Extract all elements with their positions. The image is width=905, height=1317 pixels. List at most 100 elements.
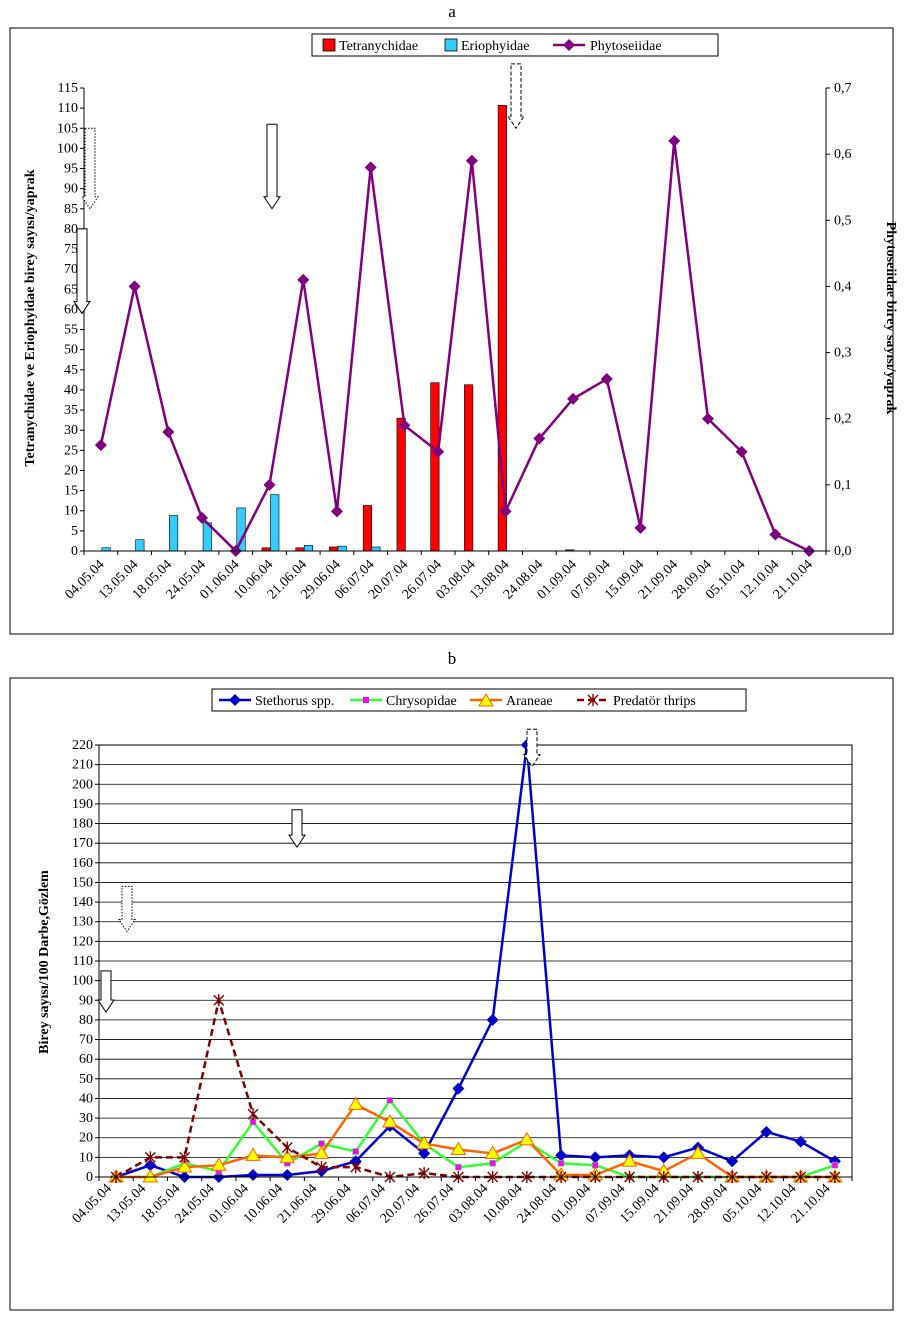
y-tick-label: 55 (64, 323, 78, 338)
y-tick-label: 200 (72, 777, 93, 792)
point-phytoseiidae (499, 505, 512, 518)
point-predat-r-thrips (281, 1141, 293, 1154)
y-tick-label: 170 (72, 836, 93, 851)
point-phytoseiidae (94, 439, 107, 452)
y-tick-label: 100 (57, 141, 78, 156)
point-chrysopidae (386, 1097, 394, 1104)
point-phytoseiidae (600, 373, 613, 386)
point-phytoseiidae (398, 419, 411, 432)
bar-eriophyidae (337, 545, 347, 552)
y-tick-label: 110 (73, 954, 93, 969)
legend-label-stethorus: Stethorus spp. (255, 694, 334, 709)
point-phytoseiidae (567, 392, 580, 405)
chart-a-legend-box (311, 33, 719, 57)
point-chrysopidae (455, 1163, 462, 1171)
y-tick-label: 115 (58, 81, 78, 96)
panel-a-label: a (448, 2, 456, 21)
point-stethorus-spp (760, 1125, 773, 1138)
y-tick-label: 80 (79, 1013, 93, 1028)
y-tick-label: 25 (64, 443, 78, 458)
legend-swatch-eriophyidae (444, 38, 458, 52)
y2-tick-label: 0,4 (834, 279, 852, 294)
y-tick-label: 95 (64, 162, 78, 177)
point-stethorus-spp (247, 1169, 260, 1182)
y2-tick-label: 0,2 (834, 412, 852, 427)
series-line-araneae (116, 1102, 835, 1179)
y-tick-label: 70 (79, 1033, 93, 1048)
annotation-arrow-dashed (507, 63, 525, 130)
bar-tetranychidae (430, 382, 440, 552)
y-tick-label: 0 (86, 1170, 93, 1185)
chart-b-x-ticks: 04.05.0413.05.0418.05.0424.05.0401.06.04… (70, 1181, 834, 1226)
annotation-arrow-solid (73, 228, 91, 315)
y-tick-label: 30 (64, 423, 78, 438)
series-line-phytoseiidae (99, 140, 810, 554)
y-tick-label: 140 (72, 895, 93, 910)
annotation-arrow-solid (288, 809, 306, 849)
y-tick-label: 35 (64, 403, 78, 418)
point-predat-r-thrips (144, 1151, 156, 1164)
point-phytoseiidae (533, 432, 546, 445)
chart-b: 0 10 20 30 40 50 60 70 80 90 100 110 120 130 140 150 160… (37, 688, 853, 1226)
bar-eriophyidae (303, 545, 314, 552)
chart-b-gridlines (98, 744, 853, 1178)
point-phytoseiidae (735, 445, 748, 458)
point-predat-r-thrips (315, 1161, 327, 1174)
y-tick-label: 120 (72, 934, 93, 949)
chart-a-gridlines (84, 88, 826, 551)
point-araneae (382, 1114, 398, 1128)
point-stethorus-spp (452, 1082, 465, 1095)
chart-a-y2label: Phytoseiidae birey sayısı/yaprak (883, 222, 898, 415)
point-phytoseiidae (465, 154, 478, 167)
chart-a-ylabel: Tetranychidae ve Eriophyidae birey sayıs… (23, 169, 38, 466)
y-tick-label: 40 (79, 1091, 93, 1106)
point-araneae (279, 1149, 296, 1163)
point-araneae (176, 1159, 193, 1173)
point-chrysopidae (489, 1159, 496, 1167)
bar-tetranychidae (362, 505, 372, 552)
point-phytoseiidae (364, 161, 377, 174)
y-tick-label: 210 (72, 758, 93, 773)
chart-a-x-ticks: 04.05.0413.05.0418.05.0424.05.0401.06.04… (62, 557, 816, 602)
point-phytoseiidae (668, 134, 681, 147)
point-chrysopidae (557, 1159, 565, 1167)
annotation-arrow-dashed (523, 728, 541, 768)
bar-tetranychidae (396, 417, 406, 552)
y-tick-label: 30 (79, 1111, 93, 1126)
point-predat-r-thrips (213, 994, 225, 1007)
y-tick-label: 45 (64, 363, 78, 378)
chart-b-legend: Stethorus spp. Chrysopidae Araneae Preda… (211, 688, 747, 712)
y-tick-label: 65 (64, 282, 78, 297)
point-phytoseiidae (432, 445, 445, 458)
point-stethorus-spp (555, 1149, 568, 1162)
point-chrysopidae (831, 1161, 839, 1169)
series-line-stethorus-spp (115, 744, 836, 1179)
chart-a: 0 5 10 15 20 25 30 35 40 45 50 55 60 65 70 75 80 85 90 95 10… (23, 33, 898, 602)
legend-label-chrysopidae: Chrysopidae (386, 694, 457, 709)
point-araneae (518, 1131, 535, 1146)
point-phytoseiidae (330, 505, 343, 518)
chart-b-ylabel: Birey sayısı/100 Darbe,Gözlem (37, 870, 52, 1054)
y2-tick-label: 0,1 (834, 478, 852, 493)
legend-label-eriophyidae: Eriophyidae (461, 39, 529, 54)
point-phytoseiidae (263, 478, 276, 491)
legend-label-phytoseiidae: Phytoseiidae (590, 39, 662, 54)
bar-eriophyidae (371, 546, 381, 552)
point-phytoseiidae (297, 273, 310, 286)
y-tick-label: 10 (64, 504, 78, 519)
chart-b-y-ticks: 0 10 20 30 40 50 60 70 80 90 100 110 120 130 140 150 160… (72, 738, 93, 1185)
y-tick-label: 50 (79, 1072, 93, 1087)
bar-eriophyidae (169, 515, 179, 552)
y-tick-label: 60 (64, 302, 78, 317)
y-tick-label: 190 (72, 797, 93, 812)
bar-tetranychidae (464, 384, 474, 552)
y-tick-label: 85 (64, 202, 78, 217)
y-tick-label: 60 (79, 1052, 93, 1067)
y-tick-label: 10 (79, 1150, 93, 1165)
point-phytoseiidae (128, 280, 141, 293)
point-stethorus-spp (486, 1013, 499, 1026)
y-tick-label: 5 (71, 524, 78, 539)
y-tick-label: 180 (72, 817, 93, 832)
point-stethorus-spp (726, 1155, 739, 1168)
point-stethorus-spp (589, 1151, 602, 1164)
